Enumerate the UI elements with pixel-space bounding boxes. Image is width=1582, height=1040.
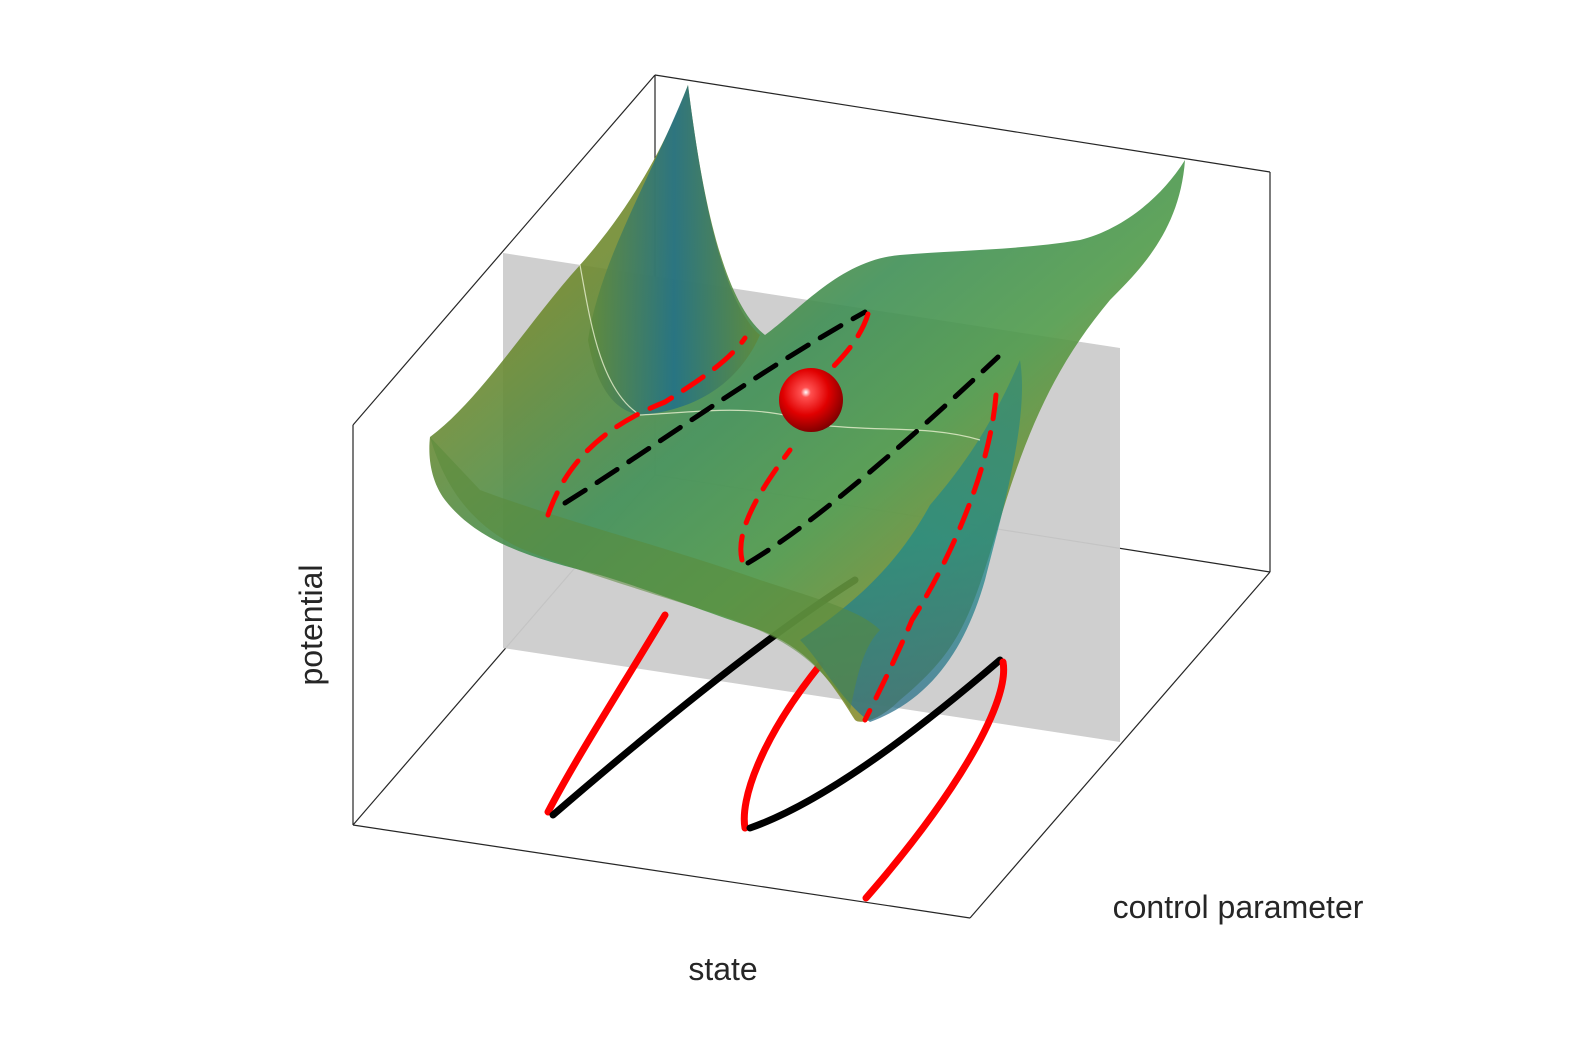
bifurcation-projection [544, 576, 1008, 902]
surface-front-face [430, 437, 880, 710]
stable-branch-bottom-mid [740, 661, 824, 832]
box-edge [969, 571, 1271, 919]
box-edge [352, 74, 656, 426]
stable-branch-surface-right [862, 392, 999, 723]
stable-branch-bottom-left [544, 611, 669, 816]
y-axis-label: control parameter [1113, 889, 1364, 925]
stable-branch-surface-mid [738, 447, 793, 563]
state-ball [779, 368, 843, 432]
surface-branches [545, 309, 1001, 723]
unstable-branch-surface-left [562, 309, 868, 506]
surface-ridge-highlight [579, 264, 981, 441]
surface-left-well [588, 85, 760, 415]
unstable-branch-bottom-right [746, 656, 1004, 832]
stable-branch-surface-mid-top [822, 311, 871, 378]
box-edge [654, 74, 1271, 173]
unstable-branch-surface-right [745, 354, 1001, 566]
z-axis-label: potential [293, 565, 329, 686]
x-axis-label: state [688, 951, 757, 987]
stable-branch-bottom-right [862, 658, 1008, 902]
stable-branch-surface-left [545, 335, 748, 518]
box-edge [352, 824, 971, 919]
bounding-box-front [352, 425, 1271, 919]
